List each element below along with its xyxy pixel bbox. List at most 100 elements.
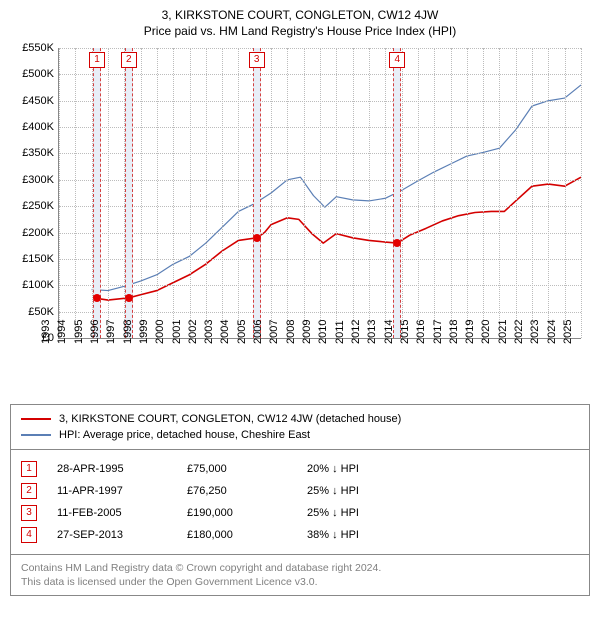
gridline-v	[222, 48, 223, 338]
gridline-v	[287, 48, 288, 338]
sale-row-delta: 25% ↓ HPI	[307, 502, 579, 524]
legend-swatch	[21, 418, 51, 420]
x-axis-label: 2002	[187, 320, 199, 344]
legend-swatch	[21, 434, 51, 436]
sale-row-index: 2	[21, 483, 37, 499]
gridline-v	[206, 48, 207, 338]
sale-row-price: £180,000	[187, 524, 287, 546]
sale-row-date: 28-APR-1995	[57, 458, 167, 480]
sale-marker-band	[393, 48, 401, 338]
x-axis-label: 2022	[513, 320, 525, 344]
sale-row-date: 11-APR-1997	[57, 480, 167, 502]
x-axis-label: 1998	[122, 320, 134, 344]
x-axis-label: 2020	[480, 320, 492, 344]
x-axis-label: 2025	[562, 320, 574, 344]
x-axis-label: 2021	[497, 320, 509, 344]
gridline-v	[304, 48, 305, 338]
property-line	[97, 177, 581, 300]
x-axis-label: 2009	[301, 320, 313, 344]
chart-title-line1: 3, KIRKSTONE COURT, CONGLETON, CW12 4JW	[10, 8, 590, 22]
gridline-v	[467, 48, 468, 338]
sale-marker-index: 1	[89, 52, 105, 68]
sale-marker-band	[253, 48, 261, 338]
gridline-v	[418, 48, 419, 338]
sale-row-delta: 38% ↓ HPI	[307, 524, 579, 546]
sale-point	[253, 234, 261, 242]
gridline-v	[108, 48, 109, 338]
x-axis-label: 1997	[105, 320, 117, 344]
sales-table: 128-APR-1995£75,00020% ↓ HPI211-APR-1997…	[11, 450, 589, 555]
sale-row-index: 1	[21, 461, 37, 477]
sale-row-price: £76,250	[187, 480, 287, 502]
gridline-v	[369, 48, 370, 338]
gridline-v	[402, 48, 403, 338]
x-axis-label: 2001	[171, 320, 183, 344]
gridline-v	[190, 48, 191, 338]
gridline-v	[353, 48, 354, 338]
sale-point	[393, 239, 401, 247]
legend-label: 3, KIRKSTONE COURT, CONGLETON, CW12 4JW …	[59, 411, 401, 427]
sale-row-price: £190,000	[187, 502, 287, 524]
sale-marker-index: 3	[249, 52, 265, 68]
y-axis-label: £250K	[10, 200, 54, 212]
gridline-v	[75, 48, 76, 338]
attribution-line1: Contains HM Land Registry data © Crown c…	[21, 561, 579, 575]
x-axis-label: 2000	[154, 320, 166, 344]
x-axis-label: 2015	[399, 320, 411, 344]
y-axis-label: £200K	[10, 227, 54, 239]
gridline-v	[385, 48, 386, 338]
sale-row: 211-APR-1997£76,25025% ↓ HPI	[21, 480, 579, 502]
x-axis-label: 1994	[56, 320, 68, 344]
x-axis-label: 2016	[415, 320, 427, 344]
plot-region: 12 3 4	[58, 48, 581, 339]
x-axis-label: 2008	[285, 320, 297, 344]
chart-title-line2: Price paid vs. HM Land Registry's House …	[10, 24, 590, 38]
x-axis-label: 2023	[529, 320, 541, 344]
gridline-v	[271, 48, 272, 338]
gridline-v	[157, 48, 158, 338]
y-axis-label: £550K	[10, 42, 54, 54]
gridline-v	[499, 48, 500, 338]
y-axis-label: £400K	[10, 121, 54, 133]
gridline-v	[320, 48, 321, 338]
legend: 3, KIRKSTONE COURT, CONGLETON, CW12 4JW …	[11, 405, 589, 450]
gridline-v	[434, 48, 435, 338]
x-axis-label: 2004	[219, 320, 231, 344]
y-axis-label: £50K	[10, 306, 54, 318]
sale-row-delta: 20% ↓ HPI	[307, 458, 579, 480]
x-axis-label: 2005	[236, 320, 248, 344]
gridline-v	[451, 48, 452, 338]
sale-row: 427-SEP-2013£180,00038% ↓ HPI	[21, 524, 579, 546]
gridline-v	[483, 48, 484, 338]
info-panel: 3, KIRKSTONE COURT, CONGLETON, CW12 4JW …	[10, 404, 590, 596]
x-axis-label: 2011	[334, 320, 346, 344]
sale-marker-index: 4	[389, 52, 405, 68]
x-axis-label: 2018	[448, 320, 460, 344]
y-axis-label: £300K	[10, 174, 54, 186]
x-axis-label: 2017	[432, 320, 444, 344]
gridline-v	[532, 48, 533, 338]
x-axis-label: 2014	[383, 320, 395, 344]
y-axis-label: £150K	[10, 253, 54, 265]
sale-marker-index: 2	[121, 52, 137, 68]
y-axis-label: £100K	[10, 279, 54, 291]
sale-row: 311-FEB-2005£190,00025% ↓ HPI	[21, 502, 579, 524]
x-axis-label: 2013	[366, 320, 378, 344]
x-axis-label: 2003	[203, 320, 215, 344]
gridline-v	[548, 48, 549, 338]
gridline-v	[141, 48, 142, 338]
legend-label: HPI: Average price, detached house, Ches…	[59, 427, 310, 443]
y-axis-label: £350K	[10, 147, 54, 159]
x-axis-label: 2019	[464, 320, 476, 344]
x-axis-label: 2006	[252, 320, 264, 344]
sale-point	[125, 294, 133, 302]
attribution-line2: This data is licensed under the Open Gov…	[21, 575, 579, 589]
gridline-v	[59, 48, 60, 338]
sale-row-index: 3	[21, 505, 37, 521]
legend-item: 3, KIRKSTONE COURT, CONGLETON, CW12 4JW …	[21, 411, 579, 427]
x-axis-label: 2010	[317, 320, 329, 344]
x-axis-label: 2024	[546, 320, 558, 344]
sale-point	[93, 294, 101, 302]
gridline-v	[173, 48, 174, 338]
x-axis-label: 1999	[138, 320, 150, 344]
